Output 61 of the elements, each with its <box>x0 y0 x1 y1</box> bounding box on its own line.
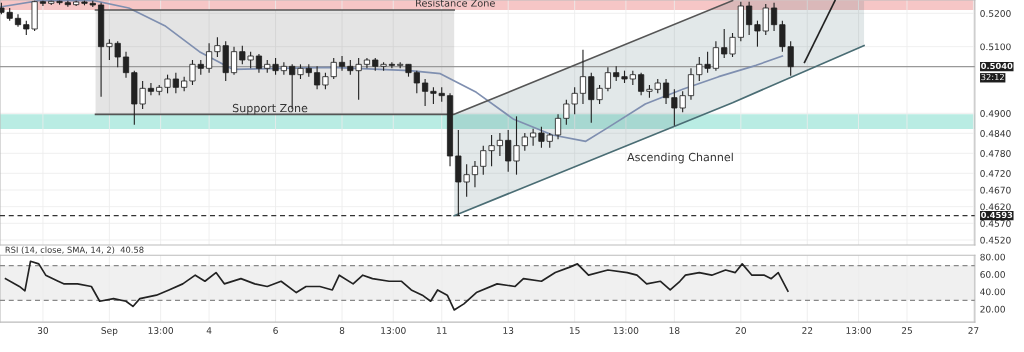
x-tick-label: 6 <box>273 327 278 334</box>
y-tick-label: 0.5100 <box>980 43 1011 51</box>
x-tick-label: 13 <box>503 327 514 334</box>
y-tick-label: 0.4720 <box>980 170 1011 177</box>
candlestick <box>604 66 611 92</box>
x-tick-label: 18 <box>669 327 680 334</box>
candlestick <box>422 78 429 107</box>
x-tick-label: 30 <box>37 327 49 334</box>
y-tick-label: 60.00 <box>980 271 1005 278</box>
candlestick <box>579 49 587 105</box>
x-tick-label: 11 <box>436 327 447 334</box>
candlestick <box>147 82 155 96</box>
candlestick <box>687 67 695 101</box>
x-tick-label: 22 <box>802 327 813 334</box>
text: 32:12 <box>981 73 1004 81</box>
candlestick <box>770 2 778 32</box>
y-tick-label: 0.4840 <box>980 130 1011 137</box>
candlestick <box>230 46 238 76</box>
candlestick <box>338 55 346 72</box>
ref-line-label: 0.5040 <box>981 62 1013 70</box>
candlestick <box>314 65 321 90</box>
x-tick-label: 20 <box>735 327 746 334</box>
chart-title: RSI (14, close, SMA, 14, 2) 40.58 <box>5 246 144 254</box>
y-tick-label: 0.5200 <box>980 10 1011 17</box>
x-tick-label: Sep <box>101 327 118 336</box>
y-tick-label: 0.4620 <box>980 203 1011 211</box>
x-tick-label: 13:00 <box>148 327 174 334</box>
x-tick-label: 4 <box>206 327 212 334</box>
candlestick <box>530 128 537 147</box>
candlestick <box>712 40 719 72</box>
candlestick <box>388 61 395 69</box>
y-tick-label: 0.4780 <box>980 150 1011 157</box>
candlestick <box>471 160 479 188</box>
candlestick <box>255 53 263 74</box>
annotation: Ascending Channel <box>627 152 733 164</box>
annotation: Resistance Zone <box>416 0 495 7</box>
candlestick <box>554 113 562 140</box>
y-tick-label: 0.4570 <box>980 220 1011 227</box>
x-tick-label: 13:00 <box>846 327 871 334</box>
candlestick <box>172 72 179 94</box>
x-tick-label: 13:00 <box>613 327 639 334</box>
y-tick-label: 80.00 <box>980 253 1005 261</box>
y-tick-label: 0.4520 <box>980 236 1011 244</box>
x-tick-label: 25 <box>901 327 912 334</box>
candlestick <box>662 78 670 105</box>
candlestick <box>496 132 503 157</box>
y-tick-label: 20.00 <box>980 305 1005 313</box>
annotation: Support Zone <box>232 103 308 115</box>
candlestick <box>122 51 130 79</box>
y-tick-label: 0.4670 <box>980 186 1011 194</box>
ref-line-label: 0.4593 <box>981 211 1013 219</box>
x-tick-label: 13:00 <box>381 327 406 334</box>
candlestick <box>638 72 645 96</box>
candlestick <box>746 1 753 36</box>
y-tick-label: 40.00 <box>980 288 1005 296</box>
candlestick <box>280 61 287 76</box>
x-tick-label: 27 <box>968 327 979 334</box>
candlestick <box>206 42 213 74</box>
x-tick-label: 8 <box>339 327 345 334</box>
x-tick-label: 15 <box>569 327 580 334</box>
y-tick-label: 0.4900 <box>980 110 1011 117</box>
